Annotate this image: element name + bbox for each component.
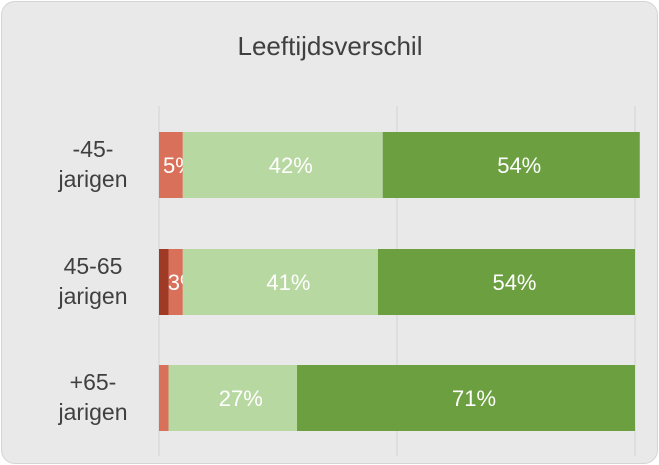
bar-segment [182, 249, 378, 315]
data-label: 42% [269, 153, 313, 178]
chart-title: Leeftijdsverschil [238, 31, 423, 61]
bar-segment [297, 365, 635, 431]
bar-segment [159, 132, 183, 198]
data-label: 54% [497, 153, 541, 178]
bar-segment [168, 249, 183, 315]
category-label: -45- jarigen [58, 136, 128, 192]
category-label: +65- jarigen [58, 369, 128, 425]
bar-segment [382, 132, 640, 198]
data-label: 54% [492, 270, 536, 295]
category-label: 45-65 jarigen [58, 253, 128, 309]
bar-segment [182, 132, 383, 198]
bar-segment [159, 249, 169, 315]
bar-segment [377, 249, 635, 315]
bar-segment [168, 365, 298, 431]
data-label: 27% [219, 386, 263, 411]
data-label: 71% [452, 386, 496, 411]
bar-segment [159, 365, 169, 431]
data-label: 41% [266, 270, 310, 295]
